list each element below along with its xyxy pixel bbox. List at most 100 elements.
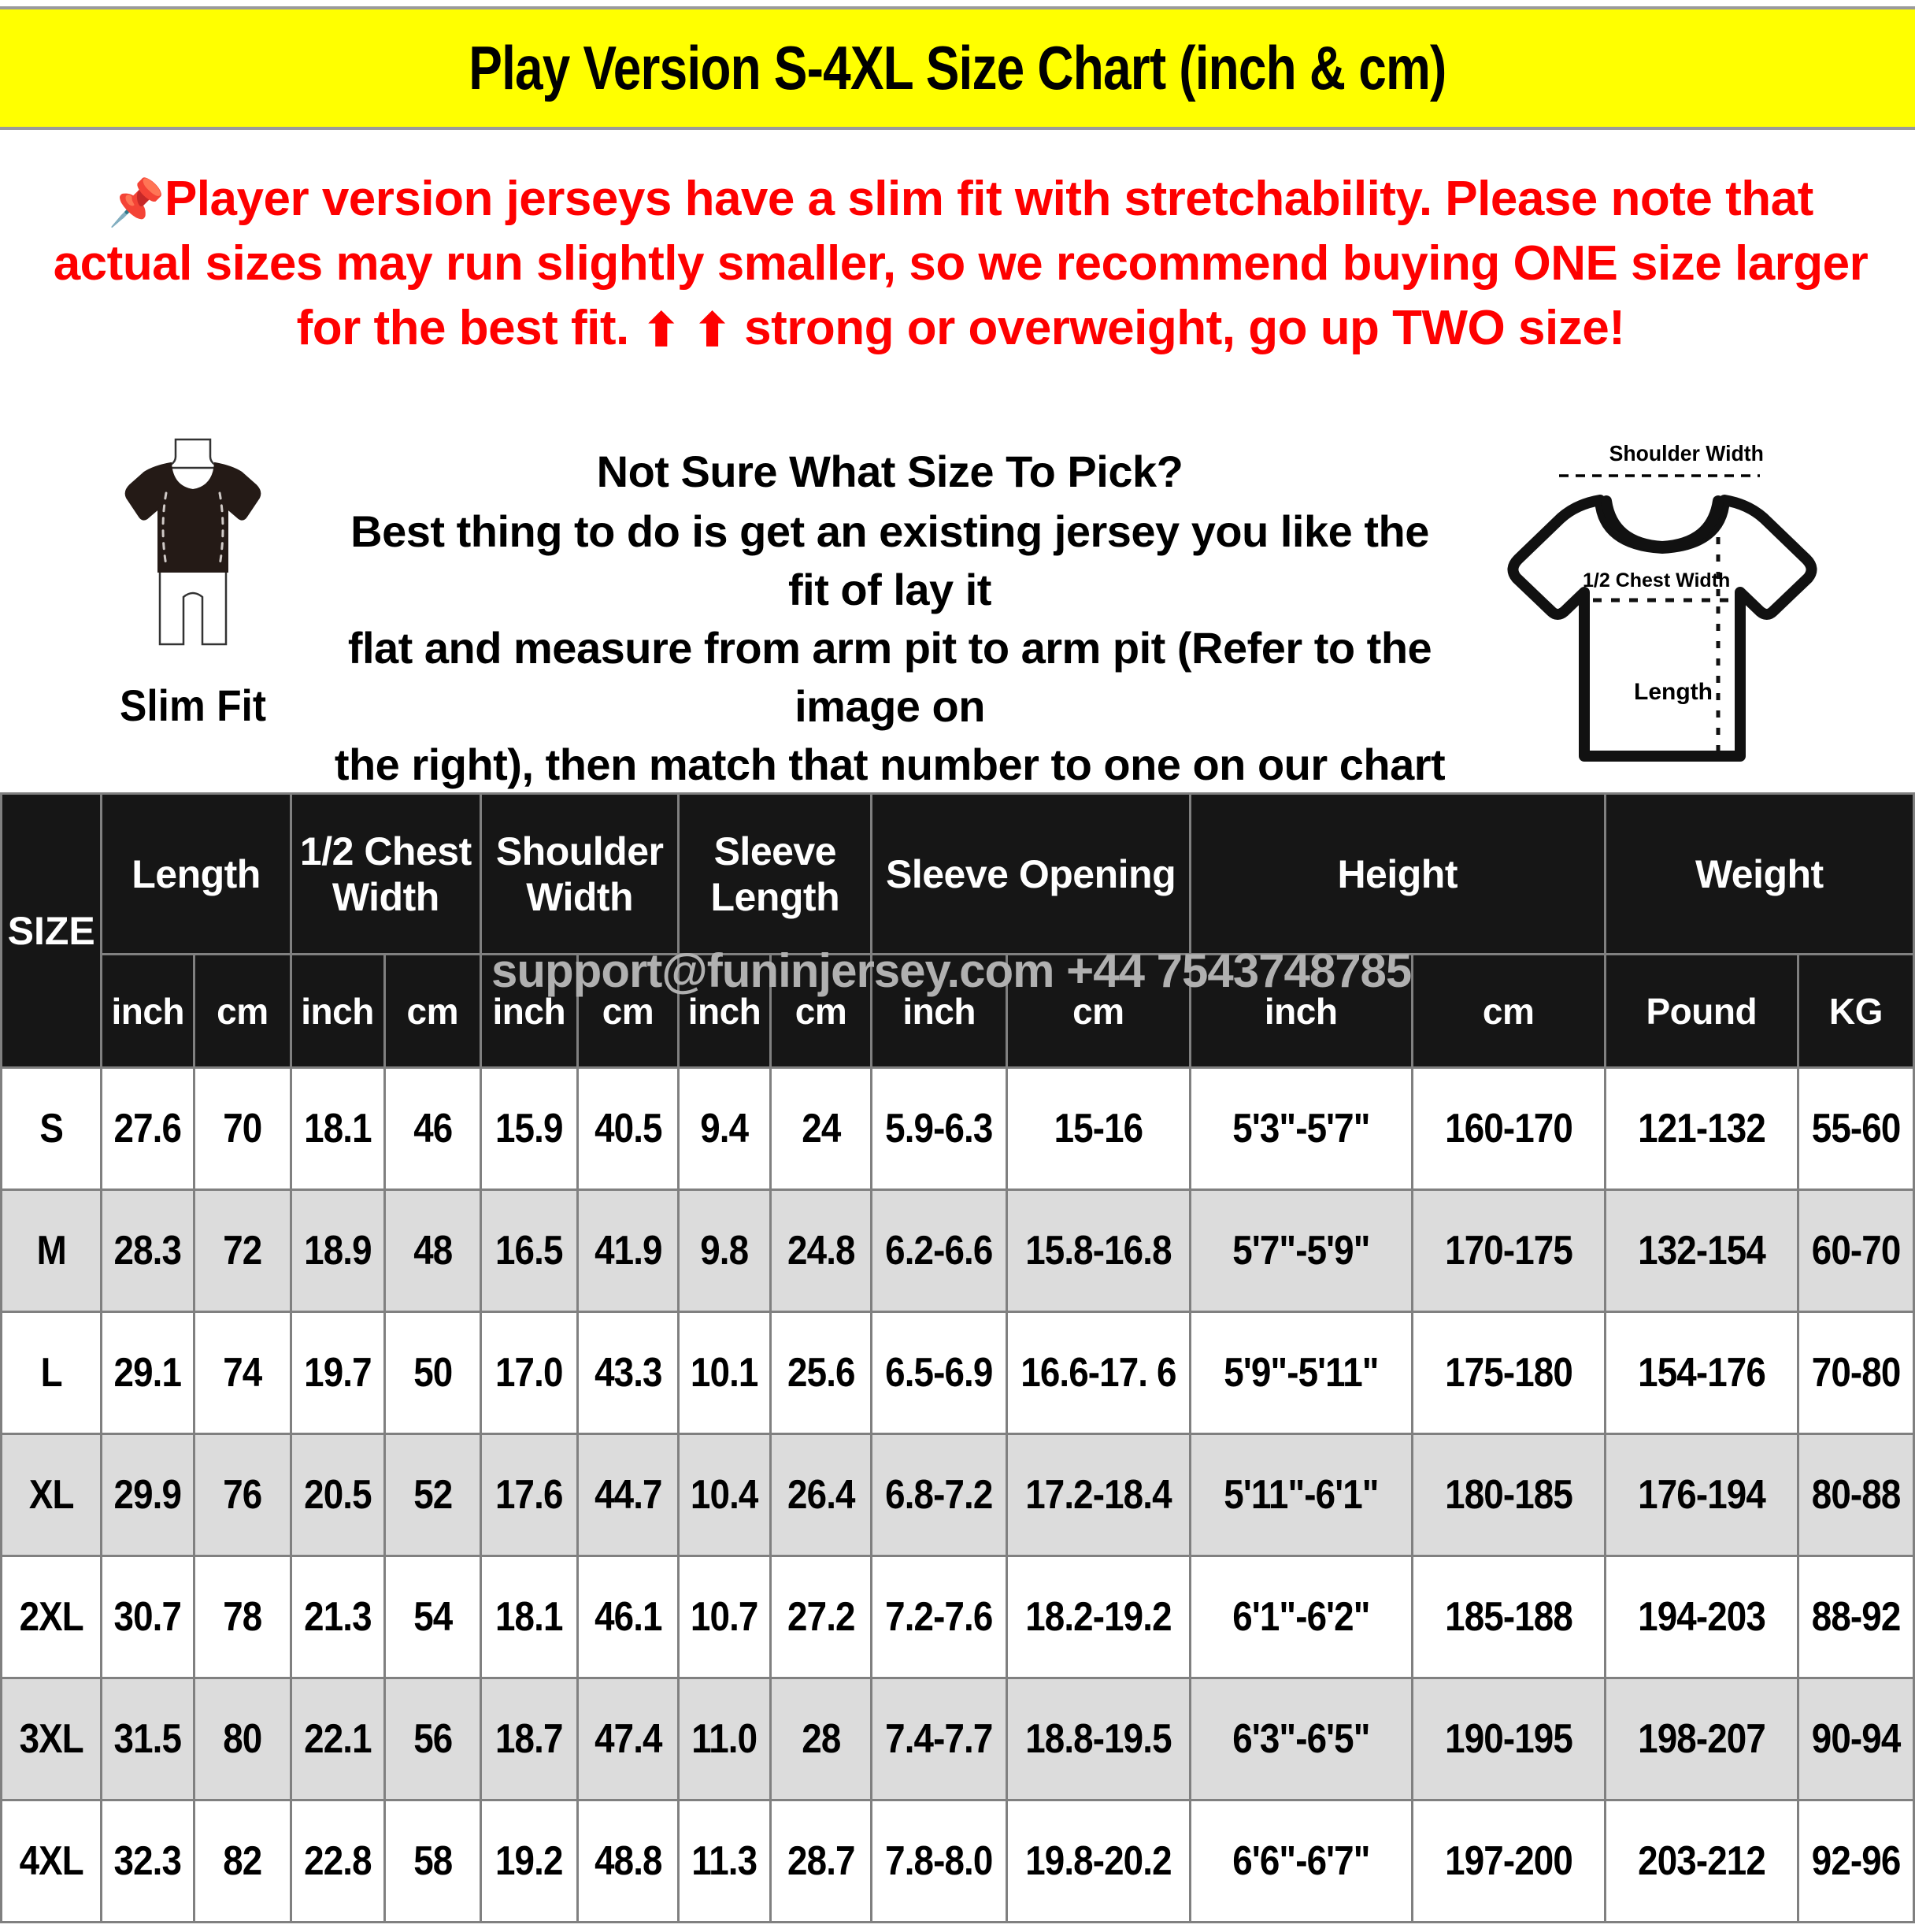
warning-line-2b: strong or overweight, go	[744, 301, 1307, 355]
cell-sleeve-opening-cm: 18.8-19.5	[1005, 1677, 1191, 1801]
cell-height-inch: 5'3"-5'7"	[1188, 1066, 1413, 1191]
warning-line-1: Player version jerseys have a slim fit w…	[53, 172, 1814, 291]
middle-section: Slim Fit Not Sure What Size To Pick? Bes…	[0, 425, 1915, 906]
instructions-block: Not Sure What Size To Pick? Best thing t…	[331, 443, 1449, 910]
table-row: 3XL 31.5 80 22.1 56 18.7 47.4 11.0 28 7.…	[0, 1677, 1915, 1801]
cell-sleeve-length-cm: 24	[769, 1066, 873, 1191]
header-unit-length-cm: cm	[193, 953, 292, 1069]
cell-chest-cm: 58	[383, 1799, 483, 1923]
table-row: L 29.1 74 19.7 50 17.0 43.3 10.1 25.6 6.…	[0, 1311, 1915, 1435]
tshirt-diagram: Shoulder Width 1/2 Chest Width Length	[1488, 425, 1882, 811]
cell-weight-kg: 88-92	[1796, 1555, 1915, 1679]
instructions-line-2: flat and measure from arm pit to arm pit…	[347, 623, 1432, 731]
cell-shoulder-inch: 17.6	[480, 1433, 579, 1557]
cell-shoulder-cm: 48.8	[576, 1799, 680, 1923]
cell-weight-pound: 154-176	[1603, 1311, 1799, 1435]
cell-chest-cm: 48	[383, 1188, 483, 1313]
cell-sleeve-length-cm: 27.2	[769, 1555, 873, 1679]
cell-length-inch: 27.6	[100, 1066, 196, 1191]
cell-sleeve-opening-inch: 5.9-6.3	[870, 1066, 1008, 1191]
cell-sleeve-opening-inch: 6.5-6.9	[870, 1311, 1008, 1435]
header-unit-length-inch: inch	[100, 953, 196, 1069]
cell-weight-kg: 90-94	[1796, 1677, 1915, 1801]
cell-length-cm: 70	[193, 1066, 292, 1191]
cell-chest-cm: 50	[383, 1311, 483, 1435]
header-unit-shoulder-cm: cm	[576, 953, 680, 1069]
cell-sleeve-length-cm: 26.4	[769, 1433, 873, 1557]
cell-chest-inch: 19.7	[289, 1311, 386, 1435]
table-row: M 28.3 72 18.9 48 16.5 41.9 9.8 24.8 6.2…	[0, 1188, 1915, 1313]
header-size: SIZE	[0, 792, 103, 1069]
cell-length-cm: 74	[193, 1311, 292, 1435]
cell-weight-kg: 80-88	[1796, 1433, 1915, 1557]
cell-sleeve-opening-inch: 7.4-7.7	[870, 1677, 1008, 1801]
cell-size: L	[0, 1311, 103, 1435]
header-unit-height-cm: cm	[1410, 953, 1606, 1069]
cell-sleeve-length-inch: 10.7	[677, 1555, 772, 1679]
cell-sleeve-length-cm: 28	[769, 1677, 873, 1801]
cell-weight-kg: 55-60	[1796, 1066, 1915, 1191]
cell-size: 4XL	[0, 1799, 103, 1923]
cell-sleeve-length-inch: 9.4	[677, 1066, 772, 1191]
header-row-groups: SIZE Length 1/2 Chest Width Shoulder Wid…	[0, 792, 1915, 1069]
cell-height-inch: 6'3"-6'5"	[1188, 1677, 1413, 1801]
header-unit-height-inch: inch	[1188, 953, 1413, 1069]
slim-fit-label: Slim Fit	[119, 680, 267, 730]
tshirt-length-label: Length	[1634, 679, 1713, 705]
cell-chest-inch: 20.5	[289, 1433, 386, 1557]
cell-length-inch: 29.9	[100, 1433, 196, 1557]
cell-height-cm: 180-185	[1410, 1433, 1606, 1557]
header-unit-weight-kg: KG	[1796, 953, 1915, 1069]
tshirt-shoulder-width-label: Shoulder Width	[1609, 440, 1764, 465]
cell-weight-pound: 203-212	[1603, 1799, 1799, 1923]
cell-weight-pound: 198-207	[1603, 1677, 1799, 1801]
cell-sleeve-length-inch: 10.1	[677, 1311, 772, 1435]
cell-length-cm: 82	[193, 1799, 292, 1923]
header-group-shoulder-width: Shoulder Width	[480, 792, 680, 955]
header-unit-chest-cm: cm	[383, 953, 483, 1069]
title-banner: Play Version S-4XL Size Chart (inch & cm…	[0, 6, 1915, 130]
cell-sleeve-length-cm: 25.6	[769, 1311, 873, 1435]
header-group-height: Height	[1188, 792, 1606, 955]
cell-sleeve-opening-cm: 19.8-20.2	[1005, 1799, 1191, 1923]
cell-shoulder-inch: 19.2	[480, 1799, 579, 1923]
cell-sleeve-opening-cm: 17.2-18.4	[1005, 1433, 1191, 1557]
cell-shoulder-inch: 16.5	[480, 1188, 579, 1313]
cell-length-cm: 78	[193, 1555, 292, 1679]
cell-chest-inch: 21.3	[289, 1555, 386, 1679]
cell-sleeve-opening-inch: 6.8-7.2	[870, 1433, 1008, 1557]
table-body: S 27.6 70 18.1 46 15.9 40.5 9.4 24 5.9-6…	[0, 1066, 1915, 1923]
cell-shoulder-inch: 18.1	[480, 1555, 579, 1679]
cell-chest-inch: 22.8	[289, 1799, 386, 1923]
header-unit-sleeve-opening-inch: inch	[870, 953, 1008, 1069]
cell-length-cm: 72	[193, 1188, 292, 1313]
header-group-sleeve-opening: Sleeve Opening	[870, 792, 1191, 955]
cell-shoulder-cm: 40.5	[576, 1066, 680, 1191]
cell-length-cm: 80	[193, 1677, 292, 1801]
cell-shoulder-cm: 47.4	[576, 1677, 680, 1801]
mannequin-icon	[124, 438, 261, 646]
size-chart-table: SIZE Length 1/2 Chest Width Shoulder Wid…	[0, 792, 1915, 1923]
header-unit-chest-inch: inch	[289, 953, 386, 1069]
cell-height-cm: 175-180	[1410, 1311, 1606, 1435]
cell-size: 3XL	[0, 1677, 103, 1801]
warning-line-2a: slightly smaller, so we recommend buying…	[296, 236, 1869, 355]
cell-shoulder-inch: 15.9	[480, 1066, 579, 1191]
cell-shoulder-inch: 18.7	[480, 1677, 579, 1801]
cell-chest-inch: 22.1	[289, 1677, 386, 1801]
header-group-sleeve-length: Sleeve Length	[677, 792, 873, 955]
cell-weight-pound: 121-132	[1603, 1066, 1799, 1191]
cell-shoulder-cm: 43.3	[576, 1311, 680, 1435]
cell-weight-pound: 132-154	[1603, 1188, 1799, 1313]
cell-weight-kg: 60-70	[1796, 1188, 1915, 1313]
cell-height-inch: 5'7"-5'9"	[1188, 1188, 1413, 1313]
table-row: S 27.6 70 18.1 46 15.9 40.5 9.4 24 5.9-6…	[0, 1066, 1915, 1191]
cell-chest-inch: 18.1	[289, 1066, 386, 1191]
cell-sleeve-length-cm: 24.8	[769, 1188, 873, 1313]
cell-chest-inch: 18.9	[289, 1188, 386, 1313]
cell-chest-cm: 56	[383, 1677, 483, 1801]
cell-sleeve-length-inch: 11.3	[677, 1799, 772, 1923]
cell-weight-kg: 70-80	[1796, 1311, 1915, 1435]
cell-sleeve-opening-inch: 7.8-8.0	[870, 1799, 1008, 1923]
table-row: 4XL 32.3 82 22.8 58 19.2 48.8 11.3 28.7 …	[0, 1799, 1915, 1923]
